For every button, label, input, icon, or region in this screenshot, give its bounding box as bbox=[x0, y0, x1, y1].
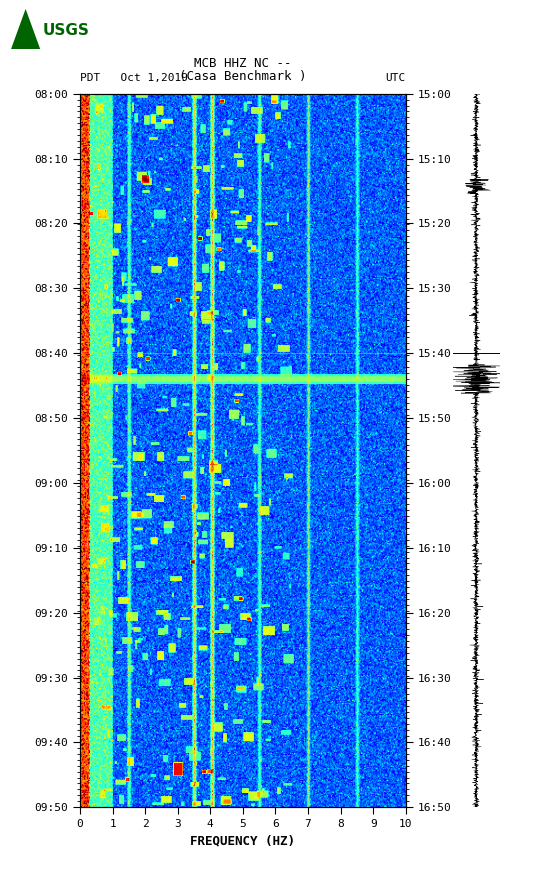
Text: MCB HHZ NC --: MCB HHZ NC -- bbox=[194, 56, 291, 70]
Text: PDT   Oct 1,2019: PDT Oct 1,2019 bbox=[80, 73, 188, 83]
X-axis label: FREQUENCY (HZ): FREQUENCY (HZ) bbox=[190, 835, 295, 847]
Text: (Casa Benchmark ): (Casa Benchmark ) bbox=[179, 70, 306, 83]
Text: UTC: UTC bbox=[385, 73, 406, 83]
Polygon shape bbox=[11, 9, 40, 49]
Text: USGS: USGS bbox=[43, 23, 90, 38]
